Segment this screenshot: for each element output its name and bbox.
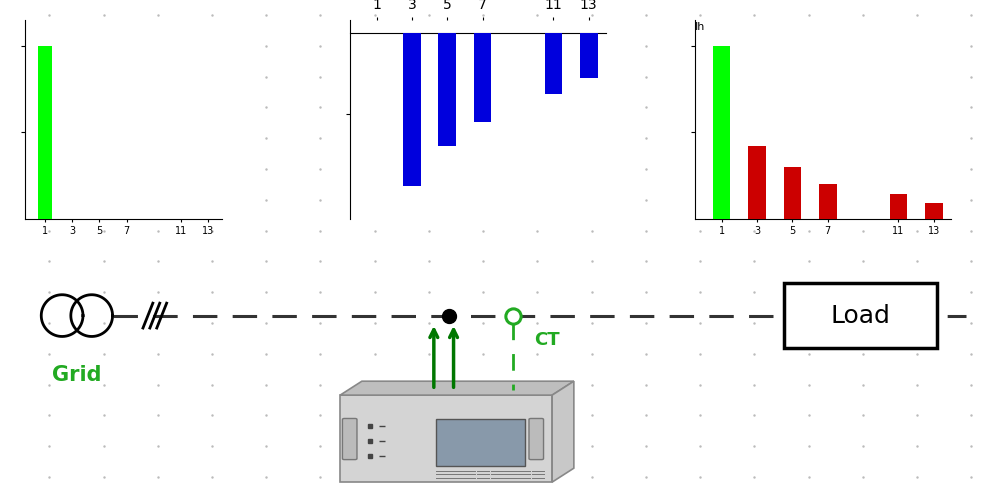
Text: Load: Load [830, 304, 890, 328]
Bar [439, 33, 457, 146]
Bar [340, 395, 552, 482]
Bar [889, 194, 907, 219]
Bar [784, 167, 802, 219]
Bar [580, 33, 598, 78]
Bar [38, 46, 52, 219]
FancyBboxPatch shape [342, 418, 357, 460]
Bar [713, 46, 731, 219]
Bar [474, 33, 491, 122]
Bar [544, 33, 562, 94]
Bar [403, 33, 421, 186]
Bar [436, 418, 525, 466]
Polygon shape [552, 381, 574, 482]
Bar [784, 283, 937, 348]
Bar [925, 203, 943, 219]
Text: Ih: Ih [695, 22, 706, 32]
FancyBboxPatch shape [528, 418, 543, 460]
Polygon shape [340, 381, 574, 395]
Bar [819, 184, 836, 219]
Bar [748, 146, 766, 219]
Text: Grid: Grid [52, 365, 102, 385]
Text: CT: CT [534, 331, 560, 349]
